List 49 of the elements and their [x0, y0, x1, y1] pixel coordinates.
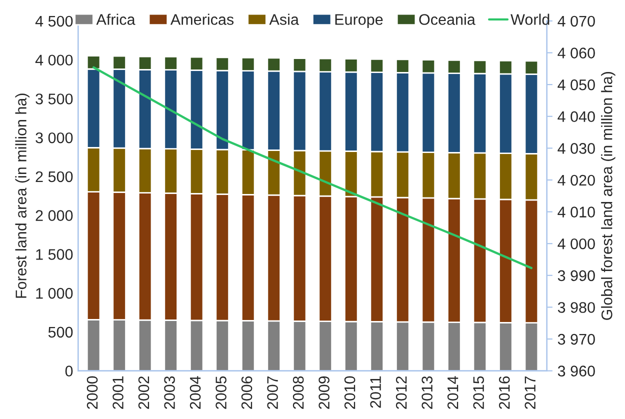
y-axis-title: Forest land area (in million ha) [15, 94, 30, 298]
y2-tick-label: 4 040 [558, 111, 595, 122]
x-tick-label: 2015 [473, 376, 484, 409]
y2-tick-label: 4 000 [558, 238, 595, 250]
y2-tick-label: 4 010 [558, 206, 595, 218]
legend-label: Asia [269, 14, 299, 25]
x-tick-label: 2016 [498, 376, 510, 409]
y-tick-label: 4 500 [35, 16, 73, 27]
y2-tick-label: 4 020 [558, 174, 595, 186]
x-tick-label: 2014 [447, 376, 458, 409]
y2-tick-label: 3 980 [558, 302, 595, 313]
y2-axis-title: Global forest land area (in million ha) [601, 72, 616, 320]
legend-label: Africa [96, 14, 136, 25]
x-tick-label: 2004 [190, 376, 201, 409]
x-tick-label: 2002 [138, 376, 150, 409]
y-tick-label: 3 000 [36, 132, 73, 144]
x-tick-label: 2003 [164, 376, 175, 409]
x-tick-label: 2000 [86, 376, 98, 409]
legend-label: Americas [170, 14, 234, 25]
line-series [92, 66, 533, 270]
x-tick-label: 2005 [216, 376, 226, 409]
x-tick-label: 2001 [112, 376, 124, 409]
x-tick-label: 2012 [396, 376, 407, 409]
x-tick-label: 2006 [241, 376, 252, 409]
x-tick-label: 2009 [318, 376, 330, 409]
x-tick-label: 2011 [370, 376, 381, 408]
y2-tick-label: 4 030 [558, 143, 595, 154]
y-tick-label: 0 [65, 366, 73, 376]
legend-label: Oceania [419, 14, 476, 25]
y-tick-label: 2 500 [36, 171, 73, 182]
y-tick-label: 1 500 [36, 249, 73, 260]
x-tick-label: 2010 [344, 376, 356, 409]
y2-tick-label: 4 070 [558, 16, 595, 27]
y2-tick-label: 4 050 [558, 79, 595, 90]
x-tick-label: 2008 [292, 376, 304, 409]
legend-label: Europe [335, 14, 383, 28]
legend-label: World [510, 14, 550, 25]
y-tick-label: 500 [48, 326, 73, 338]
y2-tick-label: 3 970 [558, 334, 595, 345]
x-tick-label: 2007 [267, 376, 278, 409]
y-tick-label: 4 000 [35, 54, 73, 66]
y2-tick-label: 3 960 [558, 366, 595, 376]
y-tick-label: 1 000 [36, 288, 73, 299]
x-tick-label: 2017 [524, 376, 536, 409]
y2-tick-label: 4 060 [558, 48, 595, 58]
y-tick-label: 2 000 [36, 210, 73, 222]
y-tick-label: 3 500 [36, 94, 73, 104]
x-tick-label: 2013 [422, 376, 432, 409]
y2-tick-label: 3 990 [558, 270, 595, 282]
